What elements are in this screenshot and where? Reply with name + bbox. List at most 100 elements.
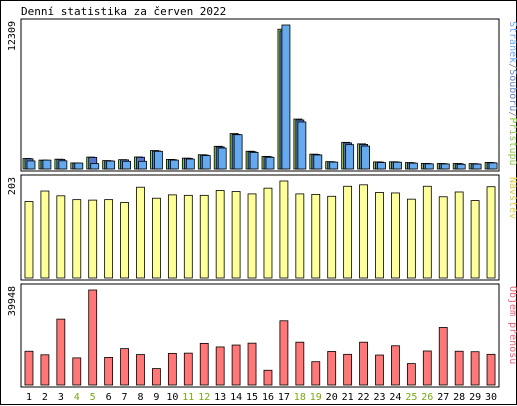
x-tick-label: 18 xyxy=(294,392,306,403)
x-tick-label: 14 xyxy=(230,392,242,403)
x-tick-label: 26 xyxy=(421,392,433,403)
legend-entry: / xyxy=(507,63,517,69)
bar-kbytes-Objem přenosu xyxy=(391,345,400,386)
x-tick-label: 11 xyxy=(182,392,194,403)
bar-hits-Stránek xyxy=(201,155,211,170)
bar-kbytes-Objem přenosu xyxy=(470,351,480,386)
bar-kbytes-Objem přenosu xyxy=(406,363,416,386)
bar-visits-Návštěv xyxy=(167,194,177,279)
bar-kbytes-Objem přenosu xyxy=(88,289,98,386)
bar-kbytes-Objem přenosu xyxy=(454,350,464,386)
bar-visits-Návštěv xyxy=(72,199,82,279)
x-tick-label: 1 xyxy=(26,392,32,403)
bar-hits-Stránek xyxy=(281,24,291,170)
legend-hits: Stránek/Souborů/Přístupů xyxy=(507,21,517,166)
bar-kbytes-Objem přenosu xyxy=(56,318,66,386)
bar-visits-Návštěv xyxy=(359,184,368,279)
bar-visits-Návštěv xyxy=(391,192,400,279)
x-tick-label: 2 xyxy=(42,392,48,403)
bar-visits-Návštěv xyxy=(279,180,289,279)
bar-visits-Návštěv xyxy=(406,198,416,279)
x-tick-label: 13 xyxy=(214,392,226,403)
bar-kbytes-Objem přenosu xyxy=(422,350,432,386)
x-tick-label: 24 xyxy=(389,392,401,403)
y-max-label: 39948 xyxy=(7,286,18,316)
bar-visits-Návštěv xyxy=(231,191,241,279)
legend-entry: Stránek xyxy=(507,21,517,63)
x-tick-label: 20 xyxy=(326,392,338,403)
x-tick-label: 23 xyxy=(373,392,385,403)
x-tick-label: 17 xyxy=(278,392,290,403)
bar-hits-Stránek xyxy=(217,147,227,170)
bar-hits-Stránek xyxy=(185,158,195,170)
bar-kbytes-Objem přenosu xyxy=(231,344,241,386)
bar-visits-Návštěv xyxy=(343,185,353,279)
legend-entry: Návštěv xyxy=(507,177,517,219)
bar-hits-Stránek xyxy=(361,145,371,170)
bar-kbytes-Objem přenosu xyxy=(343,353,353,386)
bar-hits-Stránek xyxy=(90,163,100,170)
bar-kbytes-Objem přenosu xyxy=(263,369,273,386)
x-tick-label: 30 xyxy=(485,392,497,403)
bar-visits-Návštěv xyxy=(199,194,209,279)
bar-hits-Stránek xyxy=(74,162,84,170)
x-tick-label: 15 xyxy=(246,392,258,403)
bar-visits-Návštěv xyxy=(470,200,480,279)
bar-kbytes-Objem přenosu xyxy=(24,350,34,386)
legend-visits: Návštěv xyxy=(507,177,517,219)
bar-visits-Návštěv xyxy=(486,186,496,279)
x-tick-label: 4 xyxy=(74,392,80,403)
legend-entry: / xyxy=(507,111,517,117)
bar-hits-Stránek xyxy=(393,161,402,170)
x-tick-label: 21 xyxy=(342,392,354,403)
bar-kbytes-Objem přenosu xyxy=(359,341,368,386)
bar-hits-Stránek xyxy=(377,162,386,170)
bar-hits-Stránek xyxy=(297,121,307,170)
y-max-label: 12309 xyxy=(7,21,18,51)
bar-kbytes-Objem přenosu xyxy=(120,348,129,386)
bar-kbytes-Objem přenosu xyxy=(167,352,177,386)
panel-hits: 12309 Stránek/Souborů/Přístupů xyxy=(7,18,517,172)
bar-visits-Návštěv xyxy=(120,202,129,279)
x-tick-label: 10 xyxy=(166,392,178,403)
bar-hits-Stránek xyxy=(313,154,323,170)
x-tick-label: 6 xyxy=(106,392,112,403)
bar-hits-Stránek xyxy=(456,163,466,170)
bar-kbytes-Objem přenosu xyxy=(295,341,305,386)
bar-visits-Návštěv xyxy=(40,190,50,279)
bar-kbytes-Objem přenosu xyxy=(136,354,145,386)
bar-kbytes-Objem přenosu xyxy=(152,368,161,386)
bar-visits-Návštěv xyxy=(438,196,448,279)
y-max-label: 203 xyxy=(7,177,18,195)
bar-hits-Stránek xyxy=(233,134,243,170)
legend-entry: Přístupů xyxy=(507,117,517,165)
bar-hits-Stránek xyxy=(26,160,36,170)
bar-hits-Stránek xyxy=(42,159,52,170)
bar-hits-Stránek xyxy=(472,163,482,170)
bar-hits-Stránek xyxy=(122,160,131,170)
x-tick-label: 5 xyxy=(90,392,96,403)
bar-visits-Návštěv xyxy=(311,193,321,279)
bar-visits-Návštěv xyxy=(422,185,432,279)
panel-visits: 203 Návštěv xyxy=(7,174,517,281)
bar-visits-Návštěv xyxy=(183,194,193,279)
x-tick-label: 12 xyxy=(198,392,210,403)
bar-kbytes-Objem přenosu xyxy=(327,351,337,386)
panel-kbytes: 39948 Objem přenosu xyxy=(7,283,517,388)
bar-kbytes-Objem přenosu xyxy=(247,342,257,386)
bar-visits-Návštěv xyxy=(152,197,161,279)
bar-kbytes-Objem přenosu xyxy=(486,353,496,386)
panel-frame xyxy=(20,283,500,388)
bar-visits-Návštěv xyxy=(56,195,66,279)
bar-kbytes-Objem přenosu xyxy=(199,342,209,386)
bar-visits-Návštěv xyxy=(375,192,384,279)
bar-visits-Návštěv xyxy=(136,186,145,279)
bar-kbytes-Objem přenosu xyxy=(279,320,289,386)
bar-hits-Stránek xyxy=(138,160,147,170)
bar-visits-Návštěv xyxy=(454,191,464,279)
bar-kbytes-Objem přenosu xyxy=(311,361,321,386)
panel-frame xyxy=(20,174,500,281)
bar-visits-Návštěv xyxy=(104,199,114,279)
bar-kbytes-Objem přenosu xyxy=(40,354,50,386)
